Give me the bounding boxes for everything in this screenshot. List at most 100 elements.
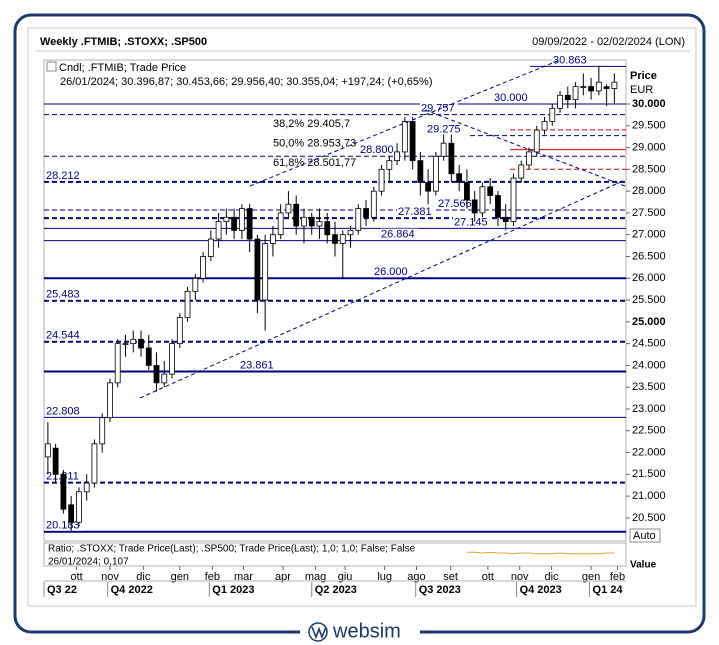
- y-tick-label: 25.500: [632, 294, 666, 306]
- level-label: 20.183: [46, 520, 80, 532]
- candle-body: [169, 343, 175, 375]
- trend-line: [424, 109, 626, 187]
- candle-body: [347, 229, 354, 236]
- candle-body: [363, 208, 369, 218]
- candle-body: [192, 277, 199, 292]
- x-tick-label: mar: [234, 571, 253, 583]
- candle-body: [68, 504, 75, 523]
- level-label: 26.864: [381, 229, 415, 241]
- level-label-bg: [453, 216, 491, 228]
- y-tick-label: 22.500: [632, 425, 666, 437]
- candle-body: [324, 221, 331, 236]
- candle-body: [161, 373, 168, 384]
- candle-body: [293, 203, 300, 227]
- candle-body: [277, 212, 284, 236]
- candle-body: [417, 160, 424, 183]
- candle-body: [564, 94, 571, 101]
- candle-body: [231, 216, 238, 231]
- candle-body: [200, 256, 206, 279]
- candle-body: [52, 447, 59, 475]
- level-label-bg: [380, 228, 418, 240]
- fib-label: 50,0% 28.953,73: [273, 137, 356, 149]
- level-label-bg: [45, 288, 83, 300]
- ratio-last: 26/01/2024; 0,107: [48, 557, 129, 568]
- level-label: 28.212: [46, 170, 80, 182]
- level-label-bg: [45, 329, 83, 341]
- legend-title: Cndl; .FTMIB; Trade Price: [59, 62, 186, 74]
- candle-body: [510, 177, 517, 223]
- level-label-bg: [373, 266, 411, 278]
- candle-body: [557, 94, 563, 109]
- y-tick-label: 28.500: [632, 163, 666, 175]
- x-tick-label: nov: [101, 571, 119, 583]
- scale-button[interactable]: [629, 528, 661, 543]
- level-label-bg: [426, 123, 464, 135]
- candle-body: [83, 482, 90, 493]
- candle-body: [518, 164, 525, 179]
- y-tick-label: 20.500: [632, 512, 666, 524]
- candle-body: [471, 199, 478, 214]
- candle-body: [114, 343, 121, 384]
- x-tick-label: ott: [482, 571, 494, 583]
- logo: websim: [308, 620, 401, 642]
- candle-body: [301, 216, 307, 227]
- legend-values: 26/01/2024; 30.396,87; 30.453,66; 29.956…: [60, 76, 432, 88]
- candle-body: [223, 216, 230, 223]
- candle-body: [479, 186, 486, 214]
- ratio-title: Ratio; .STOXX; Trade Price(Last); .SP500…: [48, 544, 416, 555]
- candle-body: [130, 338, 137, 345]
- candle-body: [91, 443, 98, 484]
- y-tick-label: 29.500: [632, 120, 666, 132]
- y-tick-label: 29.000: [632, 141, 666, 153]
- x-tick-label: gen: [582, 571, 600, 583]
- y-tick-label: 26.000: [632, 272, 666, 284]
- ratio-axis-label: Value: [630, 560, 657, 571]
- x-tick-label: giu: [338, 571, 353, 583]
- chart-title: Weekly .FTMIB; .STOXX; .SP500: [40, 36, 207, 48]
- candle-body: [76, 491, 82, 523]
- candle-body: [603, 86, 610, 89]
- candle-body: [285, 203, 292, 214]
- candle-body: [549, 107, 556, 122]
- candle-body: [145, 347, 152, 366]
- candle-body: [611, 81, 618, 89]
- x-tick-label: lug: [377, 571, 392, 583]
- candle-body: [308, 216, 315, 227]
- candle-body: [246, 208, 253, 240]
- scale-label[interactable]: Auto: [633, 530, 656, 542]
- y-tick-label: 27.000: [632, 229, 666, 241]
- candle-body: [215, 221, 222, 240]
- x-tick-label: set: [443, 571, 458, 583]
- y-tick-label: 23.500: [632, 381, 666, 393]
- quarter-label: Q3 22: [47, 584, 77, 596]
- level-label: 22.808: [46, 405, 80, 417]
- candle-body: [270, 234, 276, 244]
- candle-body: [464, 182, 470, 201]
- candle-body: [526, 151, 532, 166]
- candle-body: [184, 290, 191, 318]
- candle-body: [580, 86, 587, 88]
- level-label: 28.800: [360, 144, 394, 156]
- x-tick-label: ott: [70, 571, 82, 583]
- candle-body: [316, 221, 323, 227]
- candle-body: [502, 216, 509, 223]
- candle-body: [122, 343, 129, 346]
- candle-body: [339, 234, 346, 244]
- level-label: 24.544: [46, 330, 80, 342]
- y-tick-label: 21.500: [632, 468, 666, 480]
- ratio-line: [466, 551, 615, 555]
- candle-body: [495, 195, 501, 218]
- y-tick-label: 26.500: [632, 250, 666, 262]
- candle-body: [541, 121, 548, 131]
- candle-body: [99, 417, 106, 445]
- level-label-bg: [359, 144, 397, 156]
- level-label: 27.145: [454, 216, 488, 228]
- level-label: 25.483: [46, 289, 80, 301]
- candle-body: [370, 190, 377, 218]
- x-tick-label: feb: [610, 571, 625, 583]
- level-label-bg: [437, 198, 475, 210]
- level-label-bg: [239, 359, 277, 371]
- y-tick-label: 27.500: [632, 207, 666, 219]
- fib-label: 61,8% 28.501,77: [273, 157, 356, 169]
